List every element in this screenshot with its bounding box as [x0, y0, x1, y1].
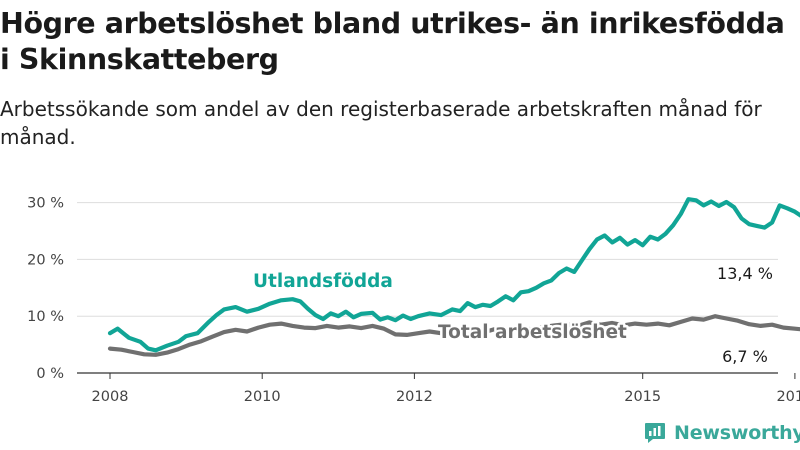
- brand-name: Newsworthy: [674, 422, 800, 444]
- series-label-utlandsfodda-halo: Utlandsfödda: [253, 271, 393, 292]
- chart-subtitle: Arbetssökande som andel av den registerb…: [0, 97, 762, 149]
- y-tick-label: 20 %: [27, 252, 64, 268]
- series-line-utlandsfodda: [107, 197, 800, 353]
- end-value-utlandsfodda: 13,4 %: [717, 264, 773, 283]
- y-tick-label: 30 %: [27, 196, 64, 212]
- series-line-total: [107, 314, 800, 357]
- y-tick-label: 10 %: [27, 309, 64, 325]
- x-axis: 20082010201220152017202020222024: [92, 373, 800, 405]
- newsworthy-logo-icon: [645, 423, 665, 443]
- series-label-total: Total arbetslöshet: [438, 322, 627, 343]
- series-label-total-halo: Total arbetslöshet: [438, 322, 627, 343]
- series-label-utlandsfodda: Utlandsfödda: [253, 271, 393, 292]
- x-tick-label: 2012: [396, 389, 433, 405]
- x-tick-label: 2017: [776, 389, 800, 405]
- y-axis-ticks: 0 % 10 % 20 % 30 %: [27, 196, 64, 382]
- gridlines: [77, 202, 778, 374]
- x-tick-label: 2008: [92, 389, 129, 405]
- end-value-total: 6,7 %: [722, 347, 768, 366]
- x-tick-label: 2010: [244, 389, 281, 405]
- x-tick-label: 2015: [624, 389, 661, 405]
- y-tick-label: 0 %: [36, 366, 64, 382]
- chart-title: Högre arbetslöshet bland utrikes- än inr…: [0, 7, 785, 76]
- series-lines: [107, 197, 800, 357]
- newsworthy-brand: Newsworthy: [644, 420, 800, 446]
